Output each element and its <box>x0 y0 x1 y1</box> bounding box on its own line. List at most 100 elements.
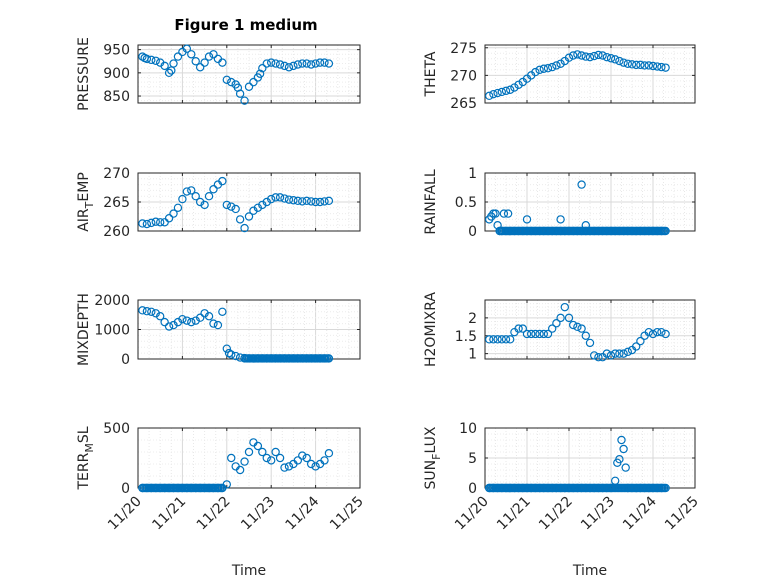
y-tick-label: 1 <box>468 166 477 182</box>
data-point <box>227 202 236 211</box>
data-point <box>522 329 532 339</box>
x-tick-label: 11/23 <box>238 494 278 534</box>
data-point <box>182 187 192 196</box>
data-point <box>497 335 506 344</box>
data-point <box>275 60 285 69</box>
data-point <box>164 322 174 331</box>
data-point <box>209 50 218 59</box>
data-point <box>280 194 289 203</box>
data-point <box>178 314 187 324</box>
subplot-grid: 850 900 950 PRESSURE 265 270 275 THETA 260 265 270… <box>76 37 702 533</box>
data-point <box>262 59 271 68</box>
data-point <box>485 335 494 344</box>
x-tick-label: 11/25 <box>662 494 702 534</box>
data-point <box>271 193 280 202</box>
x-axis-label: Time <box>572 563 607 579</box>
data-point <box>577 180 586 189</box>
subplot-terr-msl: 0 500 11/20 11/21 11/22 11/23 11/24 11/25 TERRMS… <box>76 421 367 533</box>
data-point <box>657 327 666 337</box>
data-point <box>581 52 591 61</box>
data-point <box>324 196 334 206</box>
data-point <box>581 331 591 340</box>
data-point <box>615 349 624 358</box>
y-tick-label: 850 <box>103 89 130 105</box>
data-point <box>213 320 223 330</box>
data-point <box>560 302 570 312</box>
data-point <box>556 313 565 323</box>
data-point <box>648 329 658 339</box>
data-point <box>501 335 511 344</box>
data-point <box>195 197 205 207</box>
data-point <box>298 197 307 206</box>
data-point <box>548 324 557 333</box>
series-markers <box>485 435 670 493</box>
data-point <box>320 58 329 67</box>
data-point <box>306 459 316 469</box>
y-axis-label: TERRMSL <box>76 426 96 490</box>
data-point <box>324 59 334 68</box>
data-point <box>187 186 196 195</box>
data-point <box>195 313 205 322</box>
y-tick-label: 265 <box>450 96 477 112</box>
data-point <box>244 447 254 457</box>
data-point <box>284 462 294 471</box>
data-point <box>602 52 612 62</box>
data-point <box>298 59 307 68</box>
data-point <box>160 317 169 327</box>
data-point <box>147 218 156 228</box>
data-point <box>138 219 147 228</box>
x-tick-label: 11/20 <box>105 494 145 534</box>
axes-box <box>484 299 696 360</box>
data-point <box>138 306 147 315</box>
data-point <box>485 91 494 101</box>
data-point <box>611 349 620 358</box>
data-point <box>275 193 285 202</box>
data-point <box>271 59 280 68</box>
data-point <box>531 67 540 77</box>
data-point <box>324 354 333 363</box>
data-point <box>271 447 280 457</box>
y-tick-label: 500 <box>103 421 130 437</box>
data-point <box>543 329 553 339</box>
data-point <box>644 61 654 70</box>
data-point <box>577 51 586 60</box>
y-axis-label: RAINFALL <box>423 169 439 234</box>
x-tick-label: 11/22 <box>536 494 576 534</box>
data-point <box>615 455 624 464</box>
data-point <box>640 61 649 70</box>
subplot-theta: 265 270 275 THETA <box>423 41 696 112</box>
data-point <box>142 54 152 64</box>
data-point <box>169 209 178 218</box>
data-point <box>182 316 192 325</box>
figure-title: Figure 1 medium <box>174 16 317 34</box>
data-point <box>564 53 574 62</box>
data-point <box>611 55 620 64</box>
data-point <box>320 456 329 465</box>
data-point <box>191 57 200 66</box>
data-point <box>632 342 641 351</box>
y-tick-label: 0 <box>121 481 130 497</box>
data-point <box>324 449 334 458</box>
data-point <box>204 312 214 321</box>
data-point <box>653 327 662 337</box>
y-tick-label: 0 <box>468 224 477 240</box>
y-axis-label: SUNFLUX <box>423 426 443 489</box>
y-tick-label: 0.5 <box>455 195 477 211</box>
y-axis-label: PRESSURE <box>76 37 92 111</box>
data-point <box>598 51 607 60</box>
x-tick-label: 11/20 <box>452 494 492 534</box>
data-point <box>577 324 586 333</box>
y-tick-label: 265 <box>103 195 130 211</box>
data-point <box>293 60 303 69</box>
data-point <box>222 75 231 85</box>
data-point <box>619 444 628 454</box>
series-markers <box>138 44 334 105</box>
data-point <box>556 215 565 224</box>
data-point <box>240 96 249 105</box>
series-markers <box>485 302 670 362</box>
data-point <box>155 218 165 227</box>
series-markers <box>485 50 670 101</box>
data-point <box>632 60 641 70</box>
data-point <box>535 65 544 75</box>
